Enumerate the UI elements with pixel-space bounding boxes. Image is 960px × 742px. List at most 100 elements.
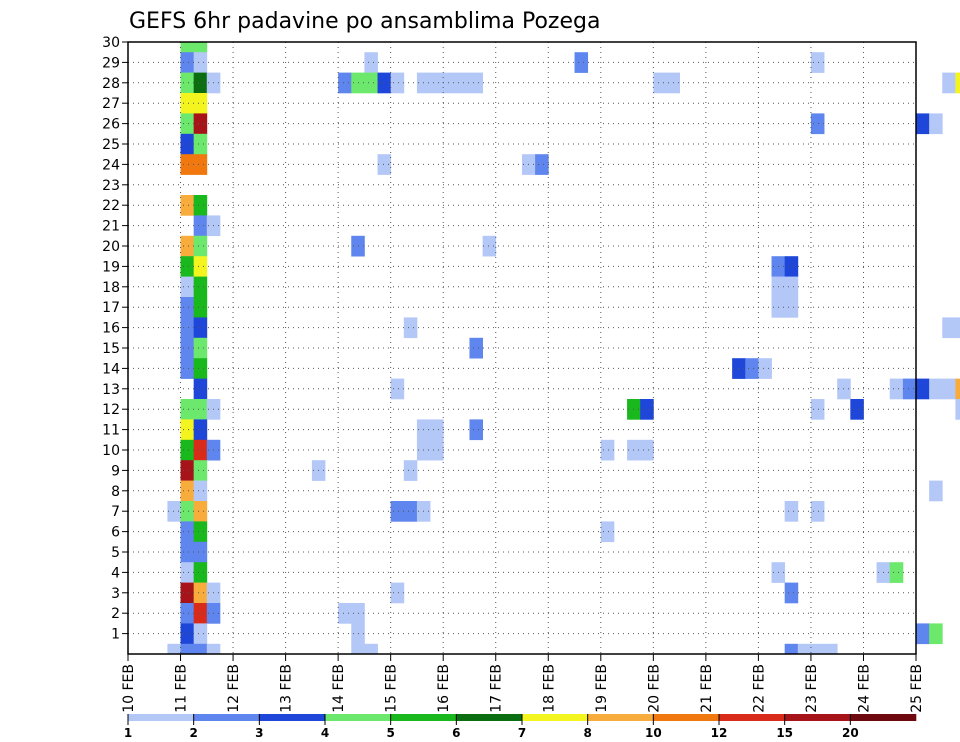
- heatmap-cell: [193, 52, 208, 73]
- x-tick-label: 25 FEB: [909, 664, 925, 713]
- colorbar-segment: [522, 714, 588, 721]
- heatmap-cell: [180, 480, 195, 502]
- heatmap-cell: [600, 439, 615, 461]
- heatmap-cell: [390, 72, 405, 94]
- y-tick-label: 11: [102, 423, 120, 439]
- heatmap-cell: [180, 521, 195, 543]
- heatmap-cell: [193, 113, 208, 135]
- y-tick-label: 25: [102, 137, 120, 153]
- heatmap-cell: [180, 358, 195, 379]
- heatmap-cell: [955, 72, 960, 94]
- y-tick-label: 14: [102, 361, 120, 377]
- y-tick-label: 8: [111, 484, 120, 500]
- plot-frame: [127, 41, 917, 655]
- heatmap-cell: [193, 501, 208, 522]
- y-tick-label: 7: [111, 504, 120, 520]
- heatmap-cell: [574, 52, 589, 73]
- colorbar-label: 3: [255, 726, 263, 740]
- heatmap-cell: [193, 256, 208, 277]
- heatmap-cell: [167, 501, 181, 522]
- y-tick-label: 15: [102, 341, 120, 357]
- heatmap-cell: [403, 501, 418, 522]
- heatmap-cell: [193, 276, 208, 298]
- heatmap-cell: [193, 337, 208, 359]
- x-tick-label: 24 FEB: [856, 664, 872, 713]
- heatmap-cell: [338, 72, 352, 94]
- heatmap-cell: [180, 154, 195, 175]
- x-tick-label: 15 FEB: [384, 664, 400, 713]
- heatmap-cell: [180, 52, 195, 73]
- y-tick-label: 3: [111, 586, 120, 602]
- colorbar-segment: [193, 714, 260, 721]
- y-tick-label: 18: [102, 280, 120, 296]
- colorbar-segment: [390, 714, 457, 721]
- heatmap-cell: [180, 582, 195, 604]
- y-tick-label: 26: [102, 117, 120, 133]
- heatmap-cell: [193, 195, 208, 216]
- y-tick-label: 13: [102, 382, 120, 398]
- heatmap-cell: [390, 582, 405, 604]
- heatmap-cell: [916, 623, 930, 645]
- heatmap-cell: [745, 358, 759, 379]
- x-tick-label: 21 FEB: [699, 664, 715, 713]
- heatmap-cell: [469, 419, 483, 441]
- colorbar-label: 8: [583, 726, 591, 740]
- heatmap-cell: [193, 358, 208, 379]
- colorbar-label: 10: [645, 726, 662, 740]
- heatmap-cell: [403, 460, 418, 481]
- heatmap-cell: [784, 582, 799, 604]
- heatmap-cell: [180, 93, 195, 114]
- colorbar-segment: [653, 714, 720, 721]
- y-tick-label: 19: [102, 259, 120, 275]
- y-tick-label: 6: [111, 525, 120, 541]
- colorbar-label: 15: [776, 726, 793, 740]
- y-tick-label: 5: [111, 545, 120, 561]
- heatmap-cell: [640, 439, 654, 461]
- heatmap-cell: [535, 154, 549, 175]
- x-tick-label: 16 FEB: [436, 664, 452, 713]
- heatmap-cell: [784, 501, 799, 522]
- heatmap-cell: [797, 643, 812, 655]
- heatmap-cell: [180, 623, 195, 645]
- x-tick-label: 13 FEB: [279, 664, 295, 713]
- heatmap-cell: [784, 276, 799, 298]
- colorbar-segment: [719, 714, 785, 721]
- heatmap-cell: [469, 337, 483, 359]
- heatmap-cell: [193, 623, 208, 645]
- heatmap-cell: [784, 643, 799, 655]
- y-tick-label: 22: [102, 198, 120, 214]
- heatmap-cell: [600, 521, 615, 543]
- heatmap-cell: [180, 562, 195, 583]
- colorbar-label: 7: [518, 726, 526, 740]
- heatmap-cell: [193, 419, 208, 441]
- heatmap-cell: [180, 501, 195, 522]
- heatmap-cell: [929, 623, 943, 645]
- heatmap-cell: [390, 378, 405, 400]
- x-tick-label: 10 FEB: [121, 664, 137, 713]
- heatmap-cell: [180, 317, 195, 339]
- heatmap-cell: [193, 215, 208, 237]
- heatmap-cell: [193, 399, 208, 420]
- colorbar-segment: [784, 714, 851, 721]
- colorbar: 1 2 3 4 5 6 7 8 10 12 15 20: [124, 714, 917, 740]
- y-tick-label: 28: [102, 76, 120, 92]
- heatmap-cell: [180, 113, 195, 135]
- heatmap-cell: [942, 378, 956, 400]
- heatmap-cell: [430, 419, 444, 441]
- heatmap-cell: [758, 358, 772, 379]
- heatmap-cell: [180, 235, 195, 257]
- x-tick-label: 20 FEB: [646, 664, 662, 713]
- heatmap-cell: [180, 195, 195, 216]
- heatmap-cell: [784, 256, 799, 277]
- heatmap-cell: [916, 113, 930, 135]
- heatmap-cell: [193, 42, 208, 53]
- heatmap-cell: [889, 562, 904, 583]
- y-axis: 1234567891011121314151617181920212223242…: [102, 35, 128, 643]
- heatmap-cell: [193, 235, 208, 257]
- heatmap-cell: [364, 52, 378, 73]
- heatmap-cell: [338, 603, 352, 624]
- heatmap-cell: [193, 582, 208, 604]
- heatmap-cell: [180, 42, 195, 53]
- heatmap-cell: [653, 72, 667, 94]
